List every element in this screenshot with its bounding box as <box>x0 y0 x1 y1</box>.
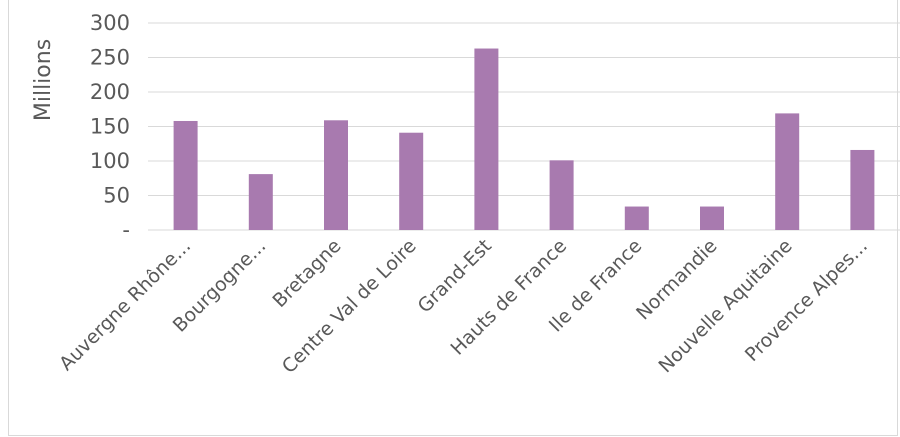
y-tick-label: 200 <box>90 80 130 104</box>
x-tick-label: Bretagne <box>268 235 345 312</box>
bar <box>324 120 348 230</box>
bar <box>399 132 424 230</box>
y-tick-label: 300 <box>90 11 130 35</box>
bar <box>248 174 273 230</box>
bars <box>173 48 875 230</box>
bar <box>775 113 800 230</box>
bar <box>549 160 574 230</box>
bar <box>700 206 724 230</box>
bar <box>624 206 649 230</box>
bar <box>850 149 875 230</box>
y-axis-label: Millions <box>31 39 56 121</box>
y-tick-label: 150 <box>90 115 130 139</box>
x-axis-ticks: Auvergne Rhône...Bourgogne...BretagneCen… <box>55 235 872 378</box>
y-tick-label: 250 <box>90 46 130 70</box>
gridlines <box>148 22 900 231</box>
y-tick-label: - <box>122 218 130 242</box>
bar <box>474 48 499 230</box>
y-tick-label: 50 <box>103 184 130 208</box>
x-tick-label: Nouvelle Aquitaine <box>654 235 796 377</box>
bar <box>173 120 198 230</box>
chart-frame <box>8 0 898 436</box>
x-tick-label: Centre Val de Loire <box>278 235 421 378</box>
x-tick-label: Auvergne Rhône... <box>55 235 195 375</box>
y-axis-ticks: - 50 100 150 200 250 300 <box>90 11 130 242</box>
y-tick-label: 100 <box>90 149 130 173</box>
x-tick-label: Grand-Est <box>414 235 496 317</box>
